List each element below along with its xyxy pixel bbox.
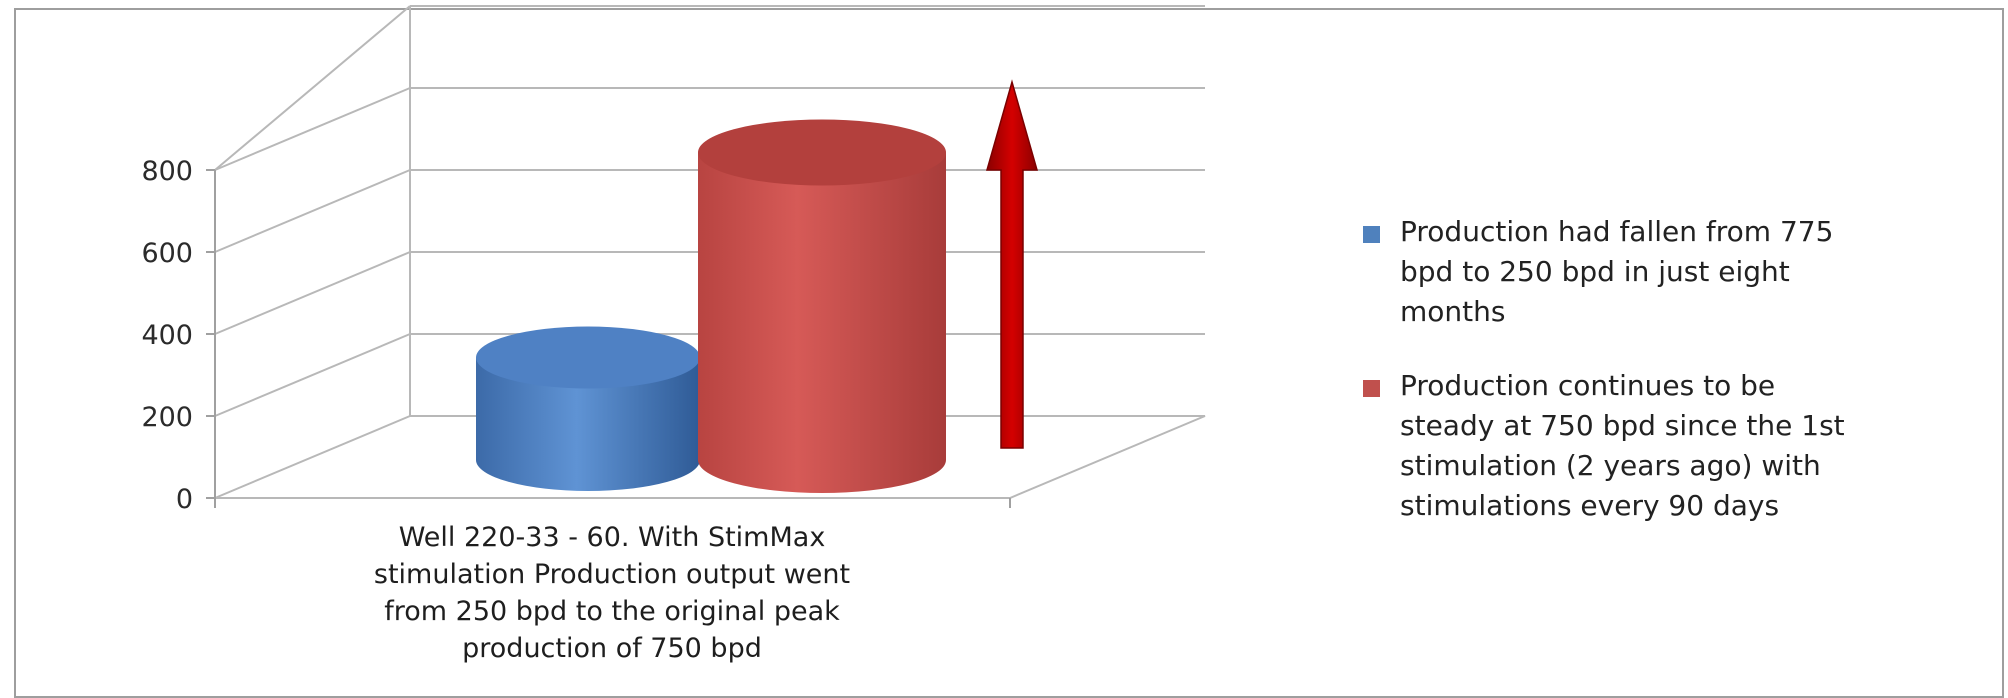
bar-top [698,119,946,186]
bar-body [698,152,946,493]
legend: Production had fallen from 775 bpd to 250… [1360,212,2000,560]
annotations [986,79,1038,449]
gridline-side [214,251,411,335]
bar-blue [476,326,700,491]
y-tick-label: 0 [176,484,193,515]
up-arrow-icon [986,79,1038,449]
legend-item: Production continues to be steady at 750 … [1360,366,2000,526]
legend-label-line: bpd to 250 bpd in just eight [1400,255,1790,288]
gridline-side [214,415,411,499]
x-category-label-line: stimulation Production output went [374,559,850,590]
chart-plot: 0 200 400 600 800 Well 220-33 - 60. With Sti… [141,5,1206,664]
x-category-label-line: production of 750 bpd [462,633,762,664]
legend-label-line: Production continues to be [1400,369,1776,402]
legend-item: Production had fallen from 775 bpd to 250… [1360,212,2000,332]
gridline-side [214,87,411,171]
x-category-label-line: from 250 bpd to the original peak [384,596,840,627]
bars [476,119,946,493]
y-tick-label: 800 [141,156,193,187]
legend-label-line: months [1400,295,1506,328]
bar-red [698,119,946,493]
gridline-side [214,5,411,171]
bar-body [476,357,700,491]
legend-label-line: stimulations every 90 days [1400,489,1780,522]
legend-swatch [1363,226,1380,243]
legend-label-line: Production had fallen from 775 [1400,215,1834,248]
y-tick-label: 400 [141,320,193,351]
gridline-side [214,333,411,417]
x-category-label-line: Well 220-33 - 60. With StimMax [399,522,826,553]
legend-label-line: steady at 750 bpd since the 1st [1400,409,1845,442]
gridline-side [214,169,411,253]
x-axis-category: Well 220-33 - 60. With StimMax stimulatio… [374,522,850,664]
bar-top [476,326,700,389]
y-tick-label: 600 [141,238,193,269]
legend-label-line: stimulation (2 years ago) with [1400,449,1821,482]
y-tick-label: 200 [141,402,193,433]
y-axis: 0 200 400 600 800 [141,156,1011,515]
legend-swatch [1363,380,1380,397]
